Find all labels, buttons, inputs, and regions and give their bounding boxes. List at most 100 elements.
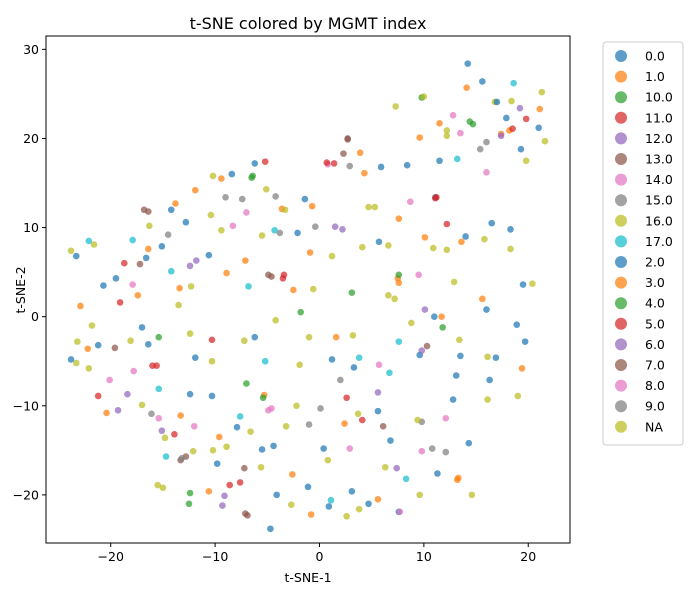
point-series-10-7 [488, 219, 496, 227]
point-series-8-29 [305, 333, 313, 341]
legend-marker [615, 153, 627, 165]
point-series-1-11 [479, 295, 486, 303]
point-series-8-25 [90, 241, 98, 248]
points-layer [67, 60, 549, 533]
point-series-18-29 [416, 491, 423, 499]
point-series-13-4 [279, 275, 287, 282]
x-tick-label: 0 [316, 549, 324, 564]
point-series-4-7 [221, 492, 228, 500]
point-series-0-40 [213, 460, 221, 468]
point-series-6-6 [155, 414, 163, 422]
point-series-1-19 [177, 412, 184, 419]
point-series-18-32 [223, 443, 230, 451]
point-series-9-5 [386, 369, 393, 377]
point-series-9-8 [510, 79, 517, 87]
y-axis-label: t-SNE-2 [13, 266, 28, 313]
point-series-13-3 [153, 362, 160, 369]
point-series-8-16 [208, 357, 216, 365]
point-series-0-5 [301, 195, 309, 203]
point-series-17-2 [276, 229, 284, 237]
x-axis-label: t-SNE-1 [284, 570, 331, 585]
point-series-0-38 [449, 396, 457, 403]
point-series-18-11 [529, 280, 536, 288]
point-series-0-3 [228, 170, 236, 178]
point-series-18-9 [429, 244, 437, 252]
legend-label: 8.0 [645, 378, 665, 393]
legend-label: NA [645, 419, 663, 434]
point-series-0-7 [403, 161, 411, 169]
plot-frame [45, 35, 571, 544]
point-series-1-28 [84, 345, 92, 353]
point-series-16-6 [130, 367, 137, 375]
legend-label: 5.0 [645, 316, 665, 331]
point-series-18-3 [443, 127, 451, 134]
point-series-15-5 [242, 510, 249, 517]
point-series-13-7 [171, 430, 178, 438]
point-series-8-0 [67, 247, 75, 255]
legend-label: 2.0 [645, 255, 665, 270]
point-series-18-10 [481, 235, 488, 243]
point-series-10-1 [186, 390, 194, 398]
point-series-0-13 [535, 124, 542, 132]
point-series-18-12 [74, 338, 81, 345]
point-series-18-13 [127, 337, 134, 345]
point-series-13-5 [358, 416, 366, 424]
point-series-0-21 [205, 251, 213, 259]
point-series-0-0 [72, 252, 80, 260]
point-series-18-20 [514, 392, 522, 400]
point-series-1-12 [176, 284, 183, 292]
legend-label: 15.0 [645, 193, 673, 208]
point-series-12-3 [395, 271, 403, 279]
point-series-16-2 [415, 271, 422, 279]
point-series-4-5 [158, 427, 166, 435]
legend-marker [615, 214, 627, 227]
legend-label: 14.0 [645, 172, 673, 187]
point-series-6-9 [418, 447, 426, 455]
point-series-12-6 [439, 324, 446, 331]
point-series-7-9 [442, 448, 450, 456]
point-series-9-11 [355, 354, 363, 361]
point-series-0-37 [387, 437, 394, 444]
y-tick-label: −10 [13, 398, 39, 413]
point-series-18-7 [281, 206, 289, 214]
point-series-0-22 [182, 218, 190, 226]
point-series-0-4 [251, 160, 259, 167]
y-tick-label: 20 [23, 131, 39, 146]
point-series-4-1 [193, 257, 200, 264]
point-series-0-43 [365, 500, 372, 508]
point-series-1-10 [458, 238, 465, 246]
point-series-8-24 [72, 359, 80, 367]
point-series-9-2 [167, 267, 175, 275]
point-series-16-1 [243, 209, 250, 216]
point-series-4-3 [124, 390, 131, 398]
point-series-13-9 [509, 125, 516, 132]
point-series-3-9 [236, 479, 244, 486]
point-series-8-6 [420, 93, 428, 100]
point-series-10-14 [374, 407, 382, 415]
point-series-0-2 [167, 206, 175, 214]
ticks-layer: −20 −10 0 10 20 −20 −10 0 10 20 30 [13, 42, 537, 564]
point-series-18-5 [541, 137, 549, 145]
point-series-11-12 [77, 302, 84, 310]
point-series-1-8 [395, 215, 403, 222]
point-series-0-35 [270, 442, 277, 450]
legend-marker [615, 338, 627, 351]
legend-marker [615, 297, 627, 310]
point-series-1-18 [518, 365, 526, 372]
point-series-4-4 [421, 306, 429, 313]
point-series-0-17 [519, 281, 527, 288]
point-series-16-0 [457, 129, 464, 137]
point-series-18-30 [468, 491, 476, 499]
point-series-8-17 [293, 402, 300, 410]
point-series-6-8 [375, 361, 383, 369]
x-tick-label: −20 [98, 549, 124, 564]
point-series-8-19 [414, 416, 421, 424]
legend-label: 12.0 [645, 131, 673, 146]
point-series-7-4 [164, 231, 172, 238]
legend-marker [615, 111, 627, 124]
point-series-18-22 [138, 401, 146, 409]
legend-marker [615, 132, 627, 145]
y-tick-label: 0 [31, 309, 39, 324]
legend-marker [615, 235, 627, 248]
point-series-16-3 [190, 422, 198, 430]
